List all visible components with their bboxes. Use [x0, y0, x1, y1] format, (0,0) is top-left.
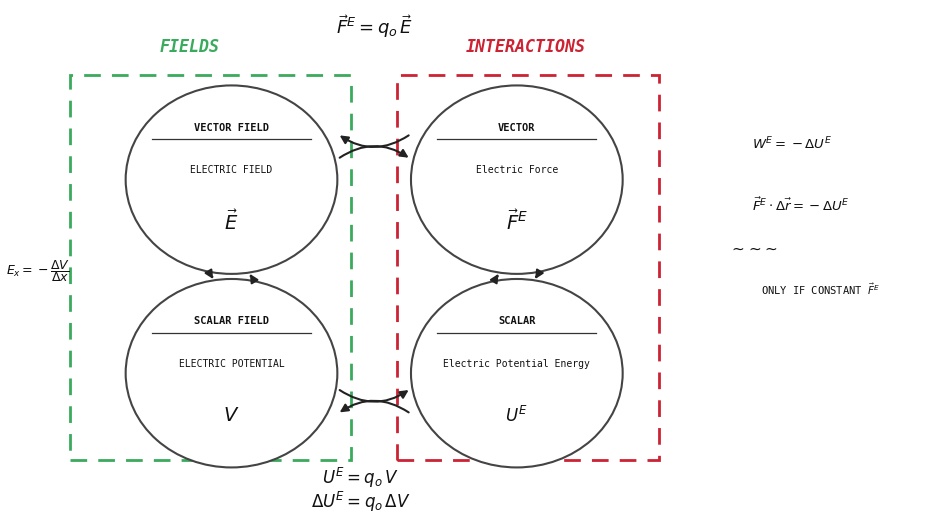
Text: $U^E$: $U^E$: [505, 405, 528, 425]
Text: SCALAR: SCALAR: [498, 316, 535, 326]
Text: Electric Force: Electric Force: [475, 165, 557, 175]
Text: SCALAR FIELD: SCALAR FIELD: [194, 316, 269, 326]
Text: VECTOR FIELD: VECTOR FIELD: [194, 123, 269, 133]
Text: INTERACTIONS: INTERACTIONS: [465, 38, 585, 56]
Text: $U^E = q_o\,V$: $U^E = q_o\,V$: [322, 466, 399, 490]
Text: ELECTRIC FIELD: ELECTRIC FIELD: [190, 165, 272, 175]
Ellipse shape: [411, 85, 622, 274]
Text: $\vec{F}^E = q_o\,\vec{E}$: $\vec{F}^E = q_o\,\vec{E}$: [335, 13, 412, 40]
Text: FIELDS: FIELDS: [160, 38, 220, 56]
Text: $\vec{F}^E$: $\vec{F}^E$: [505, 210, 527, 234]
Text: $\vec{F}^E \cdot \Delta\vec{r} = -\Delta U^E$: $\vec{F}^E \cdot \Delta\vec{r} = -\Delta…: [751, 196, 848, 214]
Ellipse shape: [411, 279, 622, 467]
Text: VECTOR: VECTOR: [498, 123, 535, 133]
Ellipse shape: [125, 85, 337, 274]
Text: $W^E = -\Delta U^E$: $W^E = -\Delta U^E$: [751, 135, 831, 153]
Text: $V$: $V$: [223, 406, 240, 425]
Text: $\Delta U^E = q_o\,\Delta V$: $\Delta U^E = q_o\,\Delta V$: [310, 490, 410, 513]
Text: Electric Potential Energy: Electric Potential Energy: [443, 359, 590, 369]
Text: $\vec{E}$: $\vec{E}$: [224, 210, 239, 234]
Text: ONLY IF CONSTANT $\vec{F}^E$: ONLY IF CONSTANT $\vec{F}^E$: [760, 281, 879, 297]
Text: $\sim\!\sim\!\sim$: $\sim\!\sim\!\sim$: [728, 241, 776, 256]
Ellipse shape: [125, 279, 337, 467]
Text: $E_x = -\dfrac{\Delta V}{\Delta x}$: $E_x = -\dfrac{\Delta V}{\Delta x}$: [7, 258, 70, 284]
Text: ELECTRIC POTENTIAL: ELECTRIC POTENTIAL: [179, 359, 284, 369]
